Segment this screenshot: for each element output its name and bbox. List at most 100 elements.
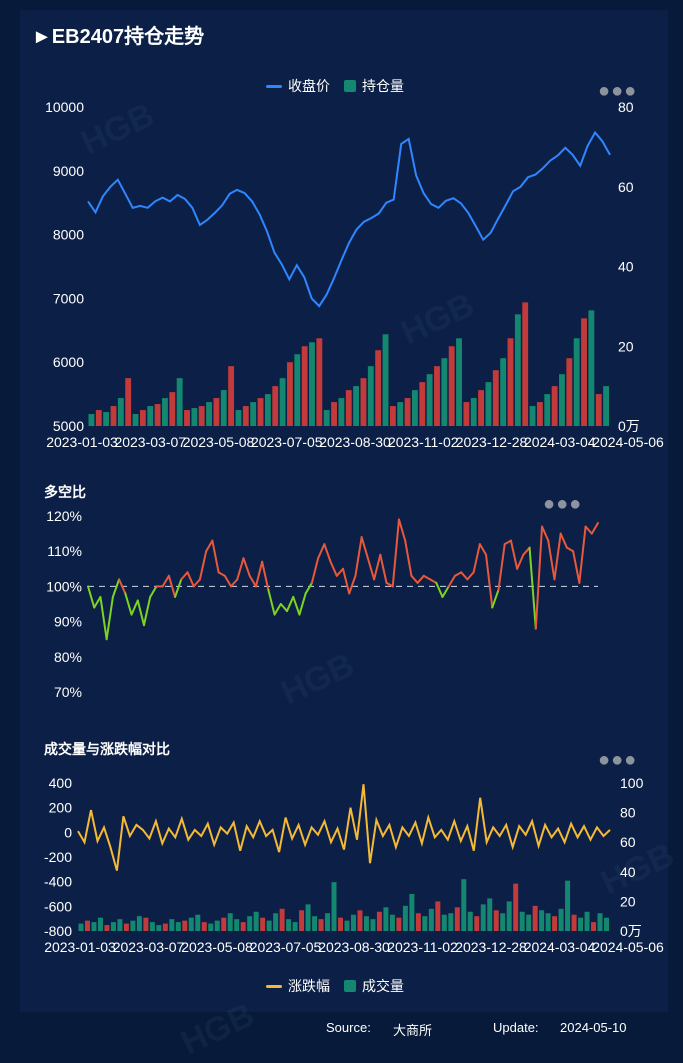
ratio-line-segment (99, 595, 108, 641)
x-tick-label: 2023-03-07 (113, 939, 185, 955)
ratio-line-segment (298, 592, 307, 616)
volume-bar (480, 904, 486, 931)
volume-bar (545, 913, 551, 931)
volume-bar (279, 908, 285, 931)
y-left-tick-label: 6000 (53, 354, 84, 370)
ratio-line-segment (236, 557, 245, 581)
open-interest-bar (566, 358, 573, 426)
ratio-line-segment (111, 578, 121, 598)
open-interest-bar (316, 338, 323, 426)
ratio-line-segment (192, 578, 201, 588)
open-interest-bar (389, 406, 396, 426)
update-value: 2024-05-10 (560, 1020, 627, 1035)
volume-bar (532, 905, 538, 931)
open-interest-bar (544, 394, 551, 426)
volume-bar (519, 911, 525, 931)
volume-bar (253, 911, 259, 931)
open-interest-bar (588, 310, 595, 426)
y-tick-label: 120% (46, 508, 82, 524)
open-interest-bar (382, 334, 389, 426)
ratio-line-segment (254, 560, 264, 588)
ratio-line-segment (223, 574, 233, 588)
open-interest-bar (176, 378, 183, 426)
volume-bar (188, 917, 194, 931)
x-tick-label: 2023-01-03 (44, 939, 116, 955)
volume-bar (597, 913, 603, 931)
volume-bar (149, 922, 155, 931)
legend-item-change[interactable]: 涨跌幅 (266, 976, 330, 996)
volume-bar (409, 894, 415, 931)
volume-bar (240, 922, 246, 931)
ratio-line-segment (167, 574, 177, 598)
volume-bar (552, 916, 558, 931)
ratio-line-segment (391, 518, 400, 588)
open-interest-bar (529, 406, 536, 426)
volume-bar (402, 905, 408, 931)
legend-item-volume[interactable]: 成交量 (344, 976, 404, 996)
volume-bar (571, 914, 577, 931)
volume-bar (305, 904, 311, 931)
y-left-tick-label: 200 (49, 800, 73, 816)
source-value: 大商所 (393, 1023, 433, 1038)
volume-bar (428, 908, 434, 931)
volume-bar (91, 922, 97, 931)
ratio-line-segment (342, 567, 351, 595)
open-interest-bar (522, 302, 529, 426)
open-interest-bar (441, 358, 448, 426)
volume-bar (78, 923, 84, 931)
y-tick-label: 80% (54, 649, 82, 665)
open-interest-bar (551, 386, 558, 426)
ratio-line-segment (279, 603, 289, 613)
ratio-line-segment (174, 578, 183, 598)
ratio-line-segment (441, 585, 450, 598)
volume-bar (117, 919, 123, 931)
volume-bar (506, 901, 512, 931)
ratio-line-segment (503, 539, 512, 546)
volume-bar (162, 923, 168, 931)
ratio-line-segment (292, 595, 301, 616)
open-interest-bar (595, 394, 602, 426)
ratio-line-segment (541, 525, 550, 542)
legend-item-price[interactable]: 收盘价 (266, 76, 330, 96)
open-interest-bar (235, 410, 242, 426)
ratio-line-segment (230, 578, 239, 588)
volume-bar (558, 908, 564, 931)
ratio-line-segment (466, 571, 475, 581)
x-tick-label: 2023-07-05 (250, 939, 322, 955)
long-short-ratio-title: 多空比 (44, 484, 86, 500)
volume-bar (584, 911, 590, 931)
open-interest-bar (573, 338, 580, 426)
ratio-line-segment (130, 599, 139, 616)
open-interest-bar (279, 378, 286, 426)
open-interest-bar (206, 402, 212, 426)
y-left-tick-label: 8000 (53, 227, 84, 243)
volume-bar (474, 916, 480, 931)
volume-bar (539, 910, 545, 931)
change-line-icon (266, 984, 282, 988)
x-tick-label: 2023-12-28 (455, 939, 527, 955)
ratio-line-segment (124, 592, 133, 616)
volume-bar (487, 898, 493, 931)
ratio-line-segment (522, 546, 531, 556)
volume-bar (389, 914, 395, 931)
x-tick-label: 2023-01-03 (46, 434, 118, 450)
volume-bar (578, 917, 584, 931)
volume-bar (565, 880, 571, 931)
volume-bar (396, 917, 402, 931)
volume-bar (383, 907, 389, 931)
volume-bar (338, 917, 343, 931)
legend-item-open-interest[interactable]: 持仓量 (344, 76, 404, 96)
open-interest-bar (426, 374, 433, 426)
volume-bar (136, 916, 142, 931)
update-label: Update: (493, 1020, 539, 1035)
open-interest-bar (257, 398, 264, 426)
volume-bar (123, 923, 129, 931)
volume-bar (467, 911, 473, 931)
open-interest-bar (470, 398, 477, 426)
open-interest-bar (139, 410, 146, 426)
open-interest-bar (154, 404, 161, 426)
chart3-legend: 涨跌幅 成交量 (266, 976, 404, 996)
ratio-line-segment (453, 571, 463, 577)
y-right-tick-label: 20 (618, 338, 634, 354)
open-interest-bar (397, 402, 404, 426)
